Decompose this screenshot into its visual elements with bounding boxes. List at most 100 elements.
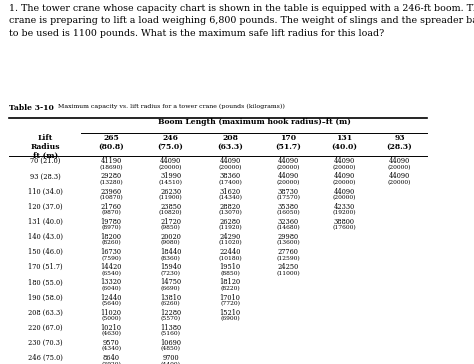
Text: (9870): (9870) — [101, 210, 121, 215]
Text: 32360: 32360 — [278, 218, 299, 226]
Text: (7720): (7720) — [220, 301, 240, 306]
Text: 230 (70.3): 230 (70.3) — [28, 339, 63, 347]
Text: 29980: 29980 — [278, 233, 299, 241]
Text: (10820): (10820) — [159, 210, 182, 215]
Text: 23960: 23960 — [100, 187, 122, 195]
Text: 19510: 19510 — [219, 263, 241, 271]
Text: 131
(40.0): 131 (40.0) — [331, 134, 357, 151]
Text: 44090: 44090 — [160, 157, 181, 165]
Text: 41190: 41190 — [100, 157, 122, 165]
Text: 10690: 10690 — [160, 339, 181, 347]
Text: 44090: 44090 — [277, 173, 299, 181]
Text: 24250: 24250 — [277, 263, 299, 271]
Text: 44090: 44090 — [219, 157, 241, 165]
Text: 19780: 19780 — [100, 218, 122, 226]
Text: (11920): (11920) — [218, 225, 242, 230]
Text: (13280): (13280) — [99, 180, 123, 185]
Text: 1. The tower crane whose capacity chart is shown in the table is equipped with a: 1. The tower crane whose capacity chart … — [9, 4, 474, 37]
Text: 246
(75.0): 246 (75.0) — [158, 134, 183, 151]
Text: 170 (51.7): 170 (51.7) — [28, 263, 63, 271]
Text: 11380: 11380 — [160, 324, 181, 332]
Text: (9080): (9080) — [161, 241, 181, 246]
Text: (17400): (17400) — [218, 180, 242, 185]
Text: 180 (55.0): 180 (55.0) — [28, 278, 63, 286]
Text: Maximum capacity vs. lift radius for a tower crane (pounds (kilograms)): Maximum capacity vs. lift radius for a t… — [54, 104, 284, 109]
Text: (10180): (10180) — [218, 256, 242, 261]
Text: 12440: 12440 — [100, 294, 122, 302]
Text: 150 (46.0): 150 (46.0) — [28, 248, 63, 256]
Text: 9700: 9700 — [162, 354, 179, 362]
Text: (7590): (7590) — [101, 256, 121, 261]
Text: (4850): (4850) — [161, 347, 181, 352]
Text: 11020: 11020 — [100, 309, 122, 317]
Text: (11900): (11900) — [159, 195, 182, 200]
Text: 208
(63.3): 208 (63.3) — [217, 134, 243, 151]
Text: (13600): (13600) — [276, 241, 300, 246]
Text: 190 (58.0): 190 (58.0) — [28, 294, 63, 302]
Text: (8360): (8360) — [161, 256, 181, 261]
Text: (6900): (6900) — [220, 316, 240, 321]
Text: 265
(80.8): 265 (80.8) — [98, 134, 124, 151]
Text: (8850): (8850) — [220, 271, 240, 276]
Text: 44090: 44090 — [334, 187, 355, 195]
Text: 20020: 20020 — [160, 233, 181, 241]
Text: (4630): (4630) — [101, 331, 121, 336]
Text: (20000): (20000) — [388, 165, 411, 170]
Text: (6690): (6690) — [161, 286, 181, 291]
Text: 8640: 8640 — [102, 354, 119, 362]
Text: Table 3-10: Table 3-10 — [9, 104, 54, 112]
Text: 18120: 18120 — [219, 278, 241, 286]
Text: 26230: 26230 — [160, 187, 181, 195]
Text: 15210: 15210 — [219, 309, 241, 317]
Text: (20000): (20000) — [159, 165, 182, 170]
Text: (19200): (19200) — [332, 210, 356, 215]
Text: 14750: 14750 — [160, 278, 181, 286]
Text: (8220): (8220) — [220, 286, 240, 291]
Text: (13070): (13070) — [218, 210, 242, 215]
Text: 120 (37.0): 120 (37.0) — [28, 203, 63, 211]
Text: 23850: 23850 — [160, 203, 181, 211]
Text: (6040): (6040) — [101, 286, 121, 291]
Text: 93
(28.3): 93 (28.3) — [387, 134, 412, 151]
Text: 93 (28.3): 93 (28.3) — [30, 173, 61, 181]
Text: 220 (67.0): 220 (67.0) — [28, 324, 63, 332]
Text: 31990: 31990 — [160, 173, 181, 181]
Text: 110 (34.0): 110 (34.0) — [28, 187, 63, 195]
Text: 208 (63.3): 208 (63.3) — [28, 309, 63, 317]
Text: (14340): (14340) — [218, 195, 242, 200]
Text: (11000): (11000) — [276, 271, 300, 276]
Text: 9570: 9570 — [103, 339, 119, 347]
Text: (8260): (8260) — [101, 241, 121, 246]
Text: (4340): (4340) — [101, 347, 121, 352]
Text: 44090: 44090 — [277, 157, 299, 165]
Text: 44090: 44090 — [389, 173, 410, 181]
Text: 21760: 21760 — [100, 203, 122, 211]
Text: (5640): (5640) — [101, 301, 121, 306]
Text: 38800: 38800 — [334, 218, 355, 226]
Text: 22440: 22440 — [219, 248, 241, 256]
Text: 29280: 29280 — [100, 173, 122, 181]
Text: (20000): (20000) — [276, 180, 300, 185]
Text: (5160): (5160) — [161, 331, 181, 336]
Text: 140 (43.0): 140 (43.0) — [28, 233, 63, 241]
Text: (5570): (5570) — [161, 316, 181, 321]
Text: (17570): (17570) — [276, 195, 300, 200]
Text: 44090: 44090 — [334, 157, 355, 165]
Text: (5000): (5000) — [101, 316, 121, 321]
Text: (20000): (20000) — [333, 195, 356, 200]
Text: 26280: 26280 — [219, 218, 241, 226]
Text: 13810: 13810 — [160, 294, 181, 302]
Text: 13320: 13320 — [100, 278, 122, 286]
Text: 35380: 35380 — [278, 203, 299, 211]
Text: (20000): (20000) — [333, 180, 356, 185]
Text: (6540): (6540) — [101, 271, 121, 276]
Text: 17010: 17010 — [219, 294, 240, 302]
Text: 27760: 27760 — [278, 248, 299, 256]
Text: (3920): (3920) — [101, 361, 121, 364]
Text: (20000): (20000) — [388, 180, 411, 185]
Text: (14510): (14510) — [159, 180, 182, 185]
Text: 42330: 42330 — [334, 203, 355, 211]
Text: 15940: 15940 — [160, 263, 181, 271]
Text: 70 (21.0): 70 (21.0) — [30, 157, 61, 165]
Text: (4400): (4400) — [161, 361, 181, 364]
